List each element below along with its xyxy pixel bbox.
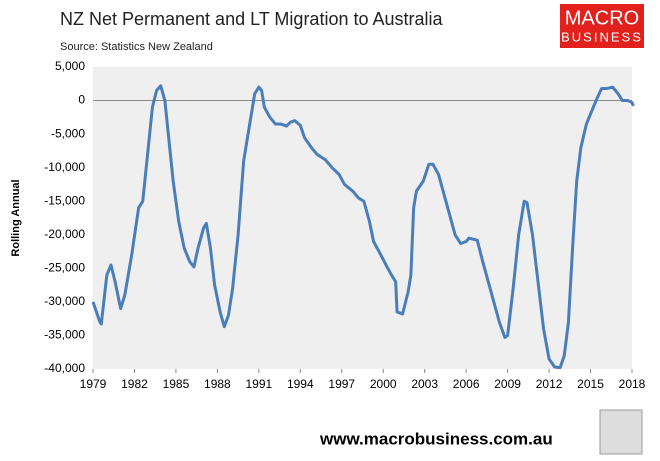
footer: www.macrobusiness.com.au xyxy=(319,429,553,448)
logo-text: BUSINESS xyxy=(561,29,643,44)
y-tick-label: -25,000 xyxy=(44,261,85,275)
x-tick-label: 2012 xyxy=(536,377,563,391)
y-tick-label: -15,000 xyxy=(44,193,85,207)
x-tick-label: 1982 xyxy=(121,377,148,391)
x-tick-label: 1997 xyxy=(328,377,355,391)
y-tick-label: -20,000 xyxy=(44,227,85,241)
y-tick-label: -35,000 xyxy=(44,328,85,342)
x-tick-label: 1994 xyxy=(287,377,314,391)
x-tick-label: 2009 xyxy=(494,377,521,391)
logo-box xyxy=(560,4,644,48)
x-tick-label: 2003 xyxy=(411,377,438,391)
x-tick-label: 2006 xyxy=(453,377,480,391)
wolf-icon xyxy=(599,409,643,455)
chart-subtitle: Source: Statistics New Zealand xyxy=(60,41,213,53)
x-tick-label: 1991 xyxy=(245,377,272,391)
y-tick-label: 5,000 xyxy=(55,59,85,73)
y-tick-label: -10,000 xyxy=(44,160,85,174)
x-tick-label: 2018 xyxy=(619,377,646,391)
x-tick-label: 1979 xyxy=(80,377,107,391)
y-axis-label: Rolling Annual xyxy=(10,179,22,256)
y-tick-label: -5,000 xyxy=(51,126,85,140)
y-tick-label: -30,000 xyxy=(44,294,85,308)
y-tick-label: 0 xyxy=(78,93,85,107)
x-tick-label: 2000 xyxy=(370,377,397,391)
y-tick-label: -40,000 xyxy=(44,361,85,375)
logo-text: MACRO xyxy=(565,7,639,29)
line-series xyxy=(91,84,635,370)
chart-title: NZ Net Permanent and LT Migration to Aus… xyxy=(60,9,444,29)
x-tick-label: 1988 xyxy=(204,377,231,391)
plot-area xyxy=(93,67,632,369)
x-tick-label: 1985 xyxy=(163,377,190,391)
x-tick-label: 2015 xyxy=(577,377,604,391)
